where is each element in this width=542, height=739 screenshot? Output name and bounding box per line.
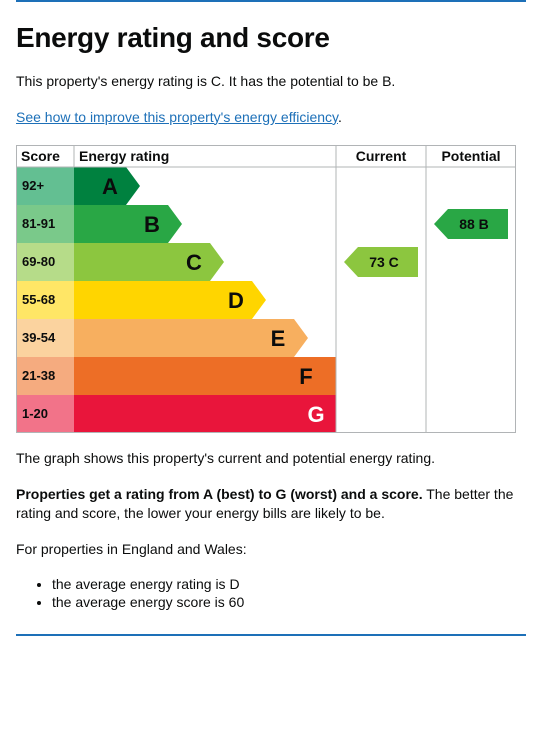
rating-letter-d: D — [228, 288, 244, 313]
list-item: the average energy score is 60 — [52, 594, 526, 610]
score-label: 21-38 — [22, 368, 55, 383]
rating-letter-e: E — [271, 326, 286, 351]
header-potential: Potential — [441, 148, 500, 164]
potential-value: 88 B — [459, 216, 489, 232]
current-value: 73 C — [369, 254, 399, 270]
region-intro: For properties in England and Wales: — [16, 540, 526, 560]
rating-letter-b: B — [144, 212, 160, 237]
energy-rating-chart: Score Energy rating Current Potential 92+ A 81… — [16, 145, 526, 433]
intro-text: This property's energy rating is C. It h… — [16, 72, 526, 92]
explainer-bold: Properties get a rating from A (best) to… — [16, 486, 423, 502]
score-label: 69-80 — [22, 254, 55, 269]
rating-bar-b — [74, 205, 182, 243]
score-label: 92+ — [22, 178, 44, 193]
header-current: Current — [356, 148, 407, 164]
link-text: See how to improve this property's energ… — [16, 109, 338, 125]
averages-list: the average energy rating is D the averag… — [52, 576, 526, 610]
improve-efficiency-link[interactable]: See how to improve this property's energ… — [16, 109, 338, 125]
score-label: 81-91 — [22, 216, 55, 231]
header-rating: Energy rating — [79, 148, 169, 164]
rating-letter-c: C — [186, 250, 202, 275]
page-title: Energy rating and score — [16, 22, 526, 54]
rating-explainer: Properties get a rating from A (best) to… — [16, 485, 526, 524]
rating-bar-f — [74, 357, 336, 395]
list-item: the average energy rating is D — [52, 576, 526, 592]
rating-letter-a: A — [102, 174, 118, 199]
score-label: 39-54 — [22, 330, 56, 345]
score-label: 55-68 — [22, 292, 55, 307]
rating-letter-f: F — [299, 364, 312, 389]
score-label: 1-20 — [22, 406, 48, 421]
chart-caption: The graph shows this property's current … — [16, 449, 526, 469]
header-score: Score — [21, 148, 60, 164]
rating-letter-g: G — [307, 402, 324, 427]
rating-bar-g — [74, 395, 336, 433]
